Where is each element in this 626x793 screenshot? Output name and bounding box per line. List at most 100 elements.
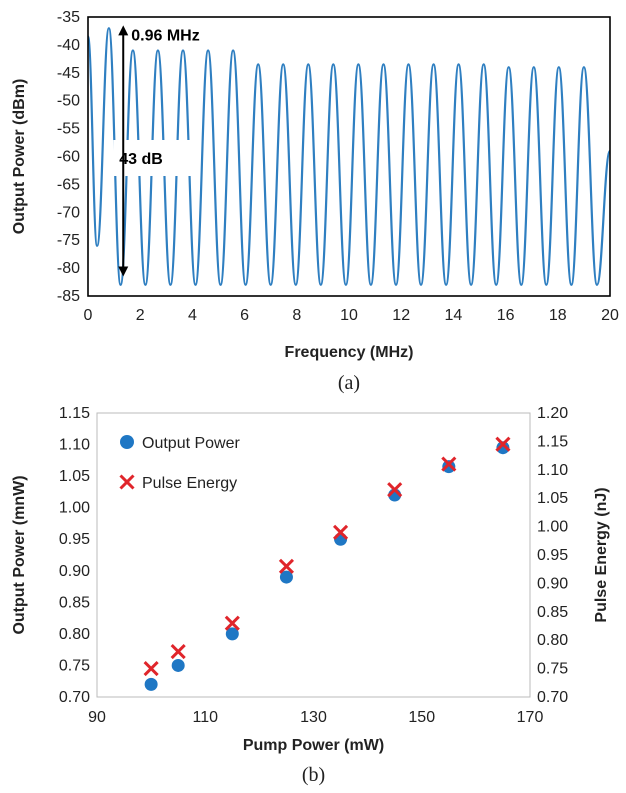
x-tick-label: 2 [136, 307, 145, 324]
y2-tick-label: 0.75 [537, 661, 568, 678]
legend: Output Power Pulse Energy [119, 435, 241, 492]
y2-tick-label: 1.15 [537, 433, 568, 450]
x-axis-ticks: 0 2 4 6 8 10 12 14 16 18 20 [84, 307, 619, 324]
y2-axis-title: Pulse Energy (nJ) [593, 487, 610, 622]
x-tick-label: 110 [192, 709, 218, 726]
output-power-point [442, 460, 456, 474]
x-tick-label: 170 [517, 709, 544, 726]
output-power-point [144, 677, 158, 691]
legend-cross-icon [119, 474, 135, 490]
spectrum-chart: -35 -40 -45 -50 -55 -60 -65 -70 -75 -80 -85 0 2 4 6 8 1… [11, 9, 619, 394]
plot-frame [87, 16, 611, 297]
y-tick-label: -45 [57, 65, 80, 82]
output-power-point [334, 532, 348, 546]
output-power-point [171, 658, 185, 672]
y-axis-ticks: -35 -40 -45 -50 -55 -60 -65 -70 -75 -80 -85 [57, 9, 80, 305]
y-tick-label: -85 [57, 288, 80, 305]
y-tick-label: 1.00 [59, 500, 90, 517]
pulse-energy-point [441, 456, 457, 472]
y-tick-label: 1.15 [59, 405, 90, 422]
y2-tick-label: 0.95 [537, 547, 568, 564]
y-tick-label: -75 [57, 232, 80, 249]
depth-label: 43 dB [119, 151, 163, 168]
y2-tick-label: 0.80 [537, 632, 568, 649]
arrow-down-icon [118, 266, 129, 277]
x-tick-label: 14 [445, 307, 463, 324]
scatter-points [143, 436, 511, 691]
output-power-point [496, 441, 510, 455]
y2-tick-label: 0.70 [537, 689, 568, 706]
legend-cross-mark [119, 474, 135, 490]
x-tick-label: 0 [84, 307, 93, 324]
chart-caption: (b) [302, 764, 325, 786]
x-tick-label: 150 [408, 709, 435, 726]
y-tick-label: 0.85 [59, 594, 90, 611]
x-tick-label: 16 [497, 307, 515, 324]
cross-stroke [441, 456, 457, 472]
pulse-energy-point [170, 643, 186, 660]
y-tick-label: -35 [57, 9, 80, 26]
cross-stroke [333, 524, 349, 540]
x-tick-label: 90 [88, 709, 106, 726]
x-tick-label: 4 [188, 307, 197, 324]
spacing-label: 0.96 MHz [131, 27, 199, 44]
y-tick-label: 1.10 [59, 437, 90, 454]
y-tick-label: -80 [57, 260, 80, 277]
y-tick-label: 0.70 [59, 689, 90, 706]
y2-tick-label: 0.85 [537, 604, 568, 621]
pulse-energy-point [495, 436, 511, 452]
x-axis-title: Pump Power (mW) [243, 737, 384, 754]
y2-tick-label: 0.90 [537, 575, 568, 592]
power-scatter-chart: 1.15 1.10 1.05 1.00 0.95 0.90 0.85 0.80 0.75 0.70… [11, 405, 610, 786]
y-tick-label: -60 [57, 149, 80, 166]
cross-stroke [278, 558, 294, 574]
y-tick-label: 0.75 [59, 657, 90, 674]
cross-stroke [224, 615, 240, 631]
pulse-energy-point [387, 482, 403, 498]
pulse-energy-point [333, 524, 349, 540]
pulse-energy-point [143, 661, 159, 677]
y2-tick-label: 1.05 [537, 490, 568, 507]
pulse-energy-point [224, 615, 240, 631]
legend-entry-pulse-energy: Pulse Energy [142, 475, 237, 492]
x-tick-label: 20 [601, 307, 619, 324]
x-tick-label: 8 [292, 307, 301, 324]
pulse-energy-point [278, 558, 294, 574]
output-power-point [225, 627, 239, 641]
y-axis-title: Output Power (mnW) [11, 475, 28, 634]
x-tick-label: 12 [392, 307, 410, 324]
depth-label-background [113, 140, 198, 176]
x-tick-label: 10 [340, 307, 358, 324]
plot-frame [96, 412, 531, 698]
y-tick-label: -70 [57, 204, 80, 221]
x-axis-ticks: 90 110 130 150 170 [88, 709, 543, 726]
y-axis-ticks: 1.15 1.10 1.05 1.00 0.95 0.90 0.85 0.80 0.75 0.70 [59, 405, 90, 706]
y-tick-label: -40 [57, 37, 80, 54]
y-tick-label: -65 [57, 176, 80, 193]
x-tick-label: 6 [240, 307, 249, 324]
arrow-up-icon [118, 25, 129, 36]
y-axis-title: Output Power (dBm) [11, 79, 28, 235]
y2-tick-label: 1.20 [537, 405, 568, 422]
cross-stroke [170, 643, 186, 660]
chart-caption: (a) [338, 372, 360, 394]
y-tick-label: 1.05 [59, 468, 90, 485]
y-tick-label: 0.90 [59, 563, 90, 580]
y-tick-label: -50 [57, 93, 80, 110]
y2-tick-label: 1.00 [537, 519, 568, 536]
legend-entry-output-power: Output Power [142, 435, 241, 452]
cross-stroke [119, 474, 135, 490]
y2-axis-ticks: 1.20 1.15 1.10 1.05 1.00 0.95 0.90 0.85 0.80 0.75… [537, 405, 568, 706]
x-tick-label: 130 [300, 709, 327, 726]
spectrum-line [86, 27, 612, 286]
output-power-point [279, 570, 293, 584]
x-tick-label: 18 [549, 307, 567, 324]
cross-stroke [495, 436, 511, 452]
cross-stroke [387, 482, 403, 498]
y2-tick-label: 1.10 [537, 462, 568, 479]
y-tick-label: 0.80 [59, 626, 90, 643]
x-axis-title: Frequency (MHz) [285, 344, 414, 361]
legend-circle-icon [120, 435, 134, 449]
cross-stroke [143, 661, 159, 677]
